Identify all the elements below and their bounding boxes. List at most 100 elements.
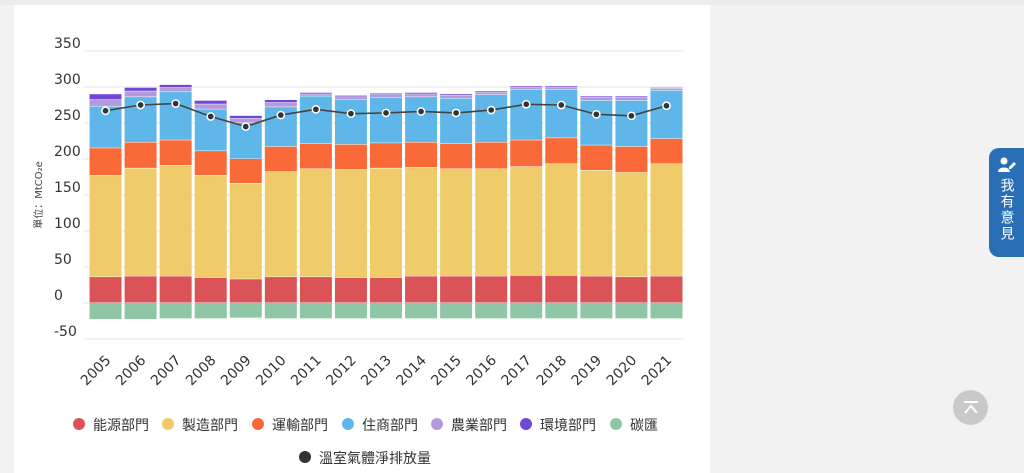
bar-segment[interactable] <box>89 303 122 320</box>
bar-segment[interactable] <box>545 303 578 319</box>
bar-segment[interactable] <box>440 169 473 276</box>
bar-segment[interactable] <box>545 89 578 138</box>
bar-segment[interactable] <box>194 104 227 109</box>
bar-segment[interactable] <box>299 277 332 303</box>
net-emissions-point[interactable] <box>592 110 601 119</box>
bar-segment[interactable] <box>89 99 122 106</box>
legend-item[interactable]: 農業部門 <box>451 418 507 434</box>
bar-segment[interactable] <box>370 168 402 278</box>
net-emissions-point[interactable] <box>241 122 251 131</box>
legend-item[interactable]: 能源部門 <box>93 418 149 434</box>
bar-segment[interactable] <box>510 275 543 303</box>
bar-segment[interactable] <box>370 143 402 168</box>
bar-segment[interactable] <box>475 169 508 276</box>
bar-segment[interactable] <box>264 171 297 277</box>
bar-segment[interactable] <box>545 138 578 164</box>
bar-segment[interactable] <box>615 97 648 101</box>
bar-segment[interactable] <box>545 86 578 88</box>
back-to-top-button[interactable] <box>953 390 988 425</box>
bar-segment[interactable] <box>545 164 578 276</box>
legend-item[interactable]: 製造部門 <box>182 418 238 434</box>
bar-segment[interactable] <box>440 94 473 96</box>
bar-segment[interactable] <box>264 146 297 172</box>
bar-segment[interactable] <box>159 84 192 88</box>
bar-segment[interactable] <box>580 170 613 276</box>
bar-segment[interactable] <box>299 92 332 94</box>
bar-segment[interactable] <box>299 169 332 277</box>
bar-segment[interactable] <box>510 89 543 140</box>
bar-segment[interactable] <box>159 165 192 276</box>
net-emissions-point[interactable] <box>416 107 426 116</box>
bar-segment[interactable] <box>159 92 192 140</box>
bar-segment[interactable] <box>370 93 402 95</box>
bar-segment[interactable] <box>440 276 473 303</box>
bar-segment[interactable] <box>124 87 157 91</box>
bar-segment[interactable] <box>124 142 157 168</box>
bar-segment[interactable] <box>545 87 578 90</box>
bar-segment[interactable] <box>580 303 613 319</box>
bar-segment[interactable] <box>615 96 648 98</box>
bar-segment[interactable] <box>334 169 367 278</box>
bar-segment[interactable] <box>615 146 648 173</box>
bar-segment[interactable] <box>334 97 367 100</box>
net-emissions-point[interactable] <box>486 105 496 115</box>
bar-segment[interactable] <box>334 303 367 319</box>
bar-segment[interactable] <box>229 303 262 318</box>
legend-item[interactable]: 環境部門 <box>540 418 596 434</box>
net-emissions-point[interactable] <box>206 112 216 121</box>
bar-segment[interactable] <box>229 159 262 183</box>
bar-segment[interactable] <box>405 276 438 303</box>
bar-segment[interactable] <box>405 97 438 142</box>
net-emissions-point[interactable] <box>311 104 321 114</box>
bar-segment[interactable] <box>264 277 297 303</box>
bar-segment[interactable] <box>334 144 367 170</box>
bar-segment[interactable] <box>405 94 438 97</box>
net-emissions-point[interactable] <box>276 110 286 120</box>
net-emissions-point[interactable] <box>556 100 566 110</box>
bar-segment[interactable] <box>334 95 367 97</box>
bar-segment[interactable] <box>159 87 192 92</box>
bar-segment[interactable] <box>124 303 157 320</box>
bar-segment[interactable] <box>475 92 508 95</box>
bar-segment[interactable] <box>124 91 157 97</box>
net-emissions-point[interactable] <box>521 99 531 109</box>
bar-segment[interactable] <box>229 279 262 303</box>
bar-segment[interactable] <box>264 303 297 319</box>
net-emissions-point[interactable] <box>662 101 671 111</box>
bar-segment[interactable] <box>159 140 192 165</box>
legend-item[interactable]: 碳匯 <box>630 418 658 434</box>
bar-segment[interactable] <box>510 87 543 90</box>
bar-segment[interactable] <box>580 96 613 98</box>
bar-segment[interactable] <box>615 277 648 303</box>
bar-segment[interactable] <box>405 167 438 276</box>
bar-segment[interactable] <box>194 175 227 278</box>
net-emissions-point[interactable] <box>136 100 145 110</box>
bar-segment[interactable] <box>334 277 367 303</box>
bar-segment[interactable] <box>405 92 438 94</box>
bar-segment[interactable] <box>440 95 473 99</box>
bar-segment[interactable] <box>475 303 508 319</box>
bar-segment[interactable] <box>580 97 613 101</box>
bar-segment[interactable] <box>229 118 262 123</box>
bar-segment[interactable] <box>124 168 157 276</box>
bar-segment[interactable] <box>475 94 508 142</box>
bar-segment[interactable] <box>159 276 192 303</box>
bar-segment[interactable] <box>89 175 122 277</box>
bar-segment[interactable] <box>370 94 402 98</box>
bar-segment[interactable] <box>194 100 227 104</box>
bar-segment[interactable] <box>299 303 332 319</box>
bar-segment[interactable] <box>615 100 648 147</box>
bar-segment[interactable] <box>650 303 683 319</box>
net-emissions-point[interactable] <box>171 99 180 108</box>
bar-segment[interactable] <box>615 172 648 277</box>
bar-segment[interactable] <box>370 303 402 319</box>
net-emissions-point[interactable] <box>346 109 356 118</box>
bar-segment[interactable] <box>650 90 683 139</box>
bar-segment[interactable] <box>159 303 192 319</box>
bar-segment[interactable] <box>440 98 473 144</box>
bar-segment[interactable] <box>580 145 613 171</box>
bar-segment[interactable] <box>229 115 262 119</box>
bar-segment[interactable] <box>370 277 402 303</box>
bar-segment[interactable] <box>405 303 438 319</box>
bar-segment[interactable] <box>299 94 332 96</box>
